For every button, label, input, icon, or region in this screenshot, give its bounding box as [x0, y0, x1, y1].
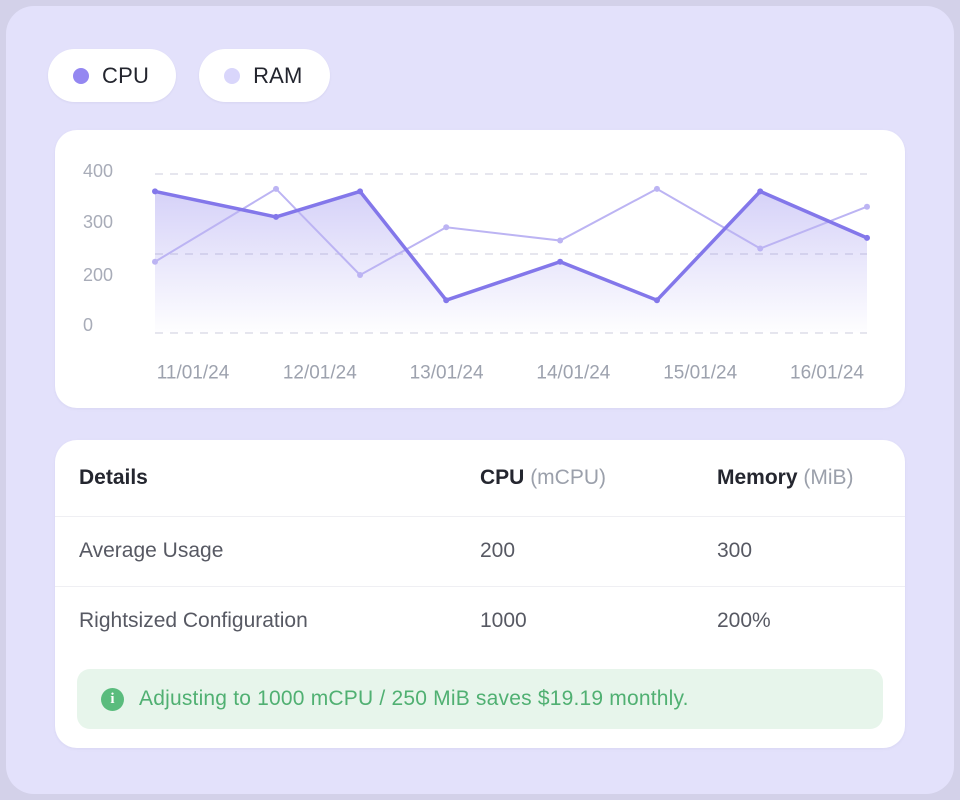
cell-rightsized-cpu: 1000: [480, 609, 527, 632]
legend-toggle-cpu[interactable]: CPU: [48, 49, 177, 102]
usage-line-chart: 400 300 200 0 11/01/24 12/01/24 13/01/24 14/01/…: [83, 161, 870, 384]
table-row-rightsized-configuration: Rightsized Configuration 1000 200%: [55, 586, 905, 656]
chart-legend: CPU RAM: [48, 49, 330, 102]
svg-text:14/01/24: 14/01/24: [536, 363, 610, 384]
cell-average-usage-label: Average Usage: [79, 539, 224, 562]
svg-text:15/01/24: 15/01/24: [663, 363, 737, 384]
usage-panel: CPU RAM 400 300 200 0 11/01/24 12/01/24 13/01/…: [6, 6, 954, 794]
svg-text:12/01/24: 12/01/24: [283, 363, 357, 384]
cpu-series-dot: [73, 67, 89, 84]
svg-text:16/01/24: 16/01/24: [790, 363, 864, 384]
column-header-cpu: CPU (mCPU): [480, 466, 607, 489]
svg-text:200: 200: [83, 265, 113, 285]
cell-rightsized-memory: 200%: [717, 609, 771, 632]
table-row-average-usage: Average Usage 200 300: [55, 516, 905, 586]
svg-text:11/01/24: 11/01/24: [157, 363, 230, 384]
cell-rightsized-label: Rightsized Configuration: [79, 609, 308, 632]
legend-toggle-ram[interactable]: RAM: [199, 49, 330, 102]
cell-average-usage-memory: 300: [717, 539, 753, 562]
legend-label-ram: RAM: [253, 62, 303, 88]
legend-label-cpu: CPU: [102, 62, 150, 88]
svg-text:13/01/24: 13/01/24: [410, 363, 484, 384]
table-divider: [55, 516, 905, 517]
svg-text:0: 0: [83, 315, 93, 335]
info-icon: i: [101, 687, 124, 711]
rightsizing-table-card: Details CPU (mCPU) Memory (MiB) Average …: [55, 440, 905, 748]
table-divider: [55, 586, 905, 587]
savings-banner: i Adjusting to 1000 mCPU / 250 MiB saves…: [77, 669, 883, 729]
ram-series-dot: [224, 67, 241, 84]
usage-chart-card: 400 300 200 0 11/01/24 12/01/24 13/01/24 14/01/…: [55, 130, 905, 408]
svg-text:300: 300: [83, 212, 113, 232]
column-header-details: Details: [79, 466, 148, 489]
column-header-memory: Memory (MiB): [717, 466, 854, 489]
savings-banner-text: Adjusting to 1000 mCPU / 250 MiB saves $…: [139, 687, 689, 710]
cell-average-usage-cpu: 200: [480, 539, 516, 562]
svg-text:400: 400: [83, 161, 113, 181]
table-header-row: Details CPU (mCPU) Memory (MiB): [55, 440, 905, 516]
